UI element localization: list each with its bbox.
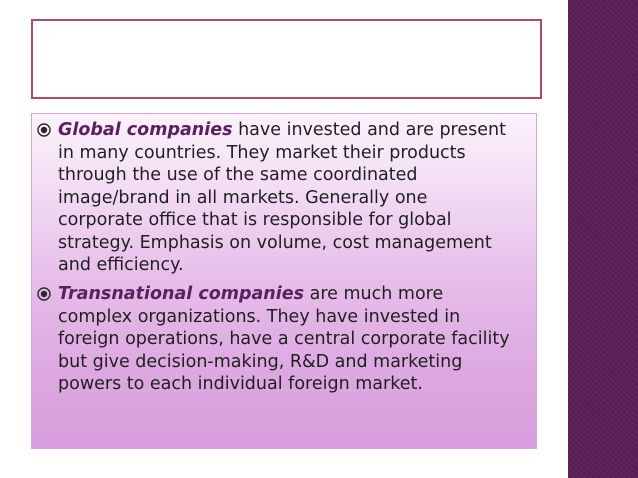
bullet-item-transnational: Transnational companies are much more co…	[37, 283, 517, 396]
bullet-term: Transnational companies	[58, 284, 305, 304]
decorative-side-band	[568, 0, 638, 478]
circle-bullet-icon	[37, 287, 51, 301]
content-box: Global companies have invested and are p…	[31, 113, 537, 449]
bullet-item-global: Global companies have invested and are p…	[37, 119, 517, 277]
bullet-text: are much more complex organizations. The…	[58, 284, 510, 394]
bullet-text: have invested and are present in many co…	[58, 120, 506, 275]
title-placeholder	[31, 19, 542, 99]
bullet-term: Global companies	[58, 120, 233, 140]
circle-bullet-icon	[37, 123, 51, 137]
